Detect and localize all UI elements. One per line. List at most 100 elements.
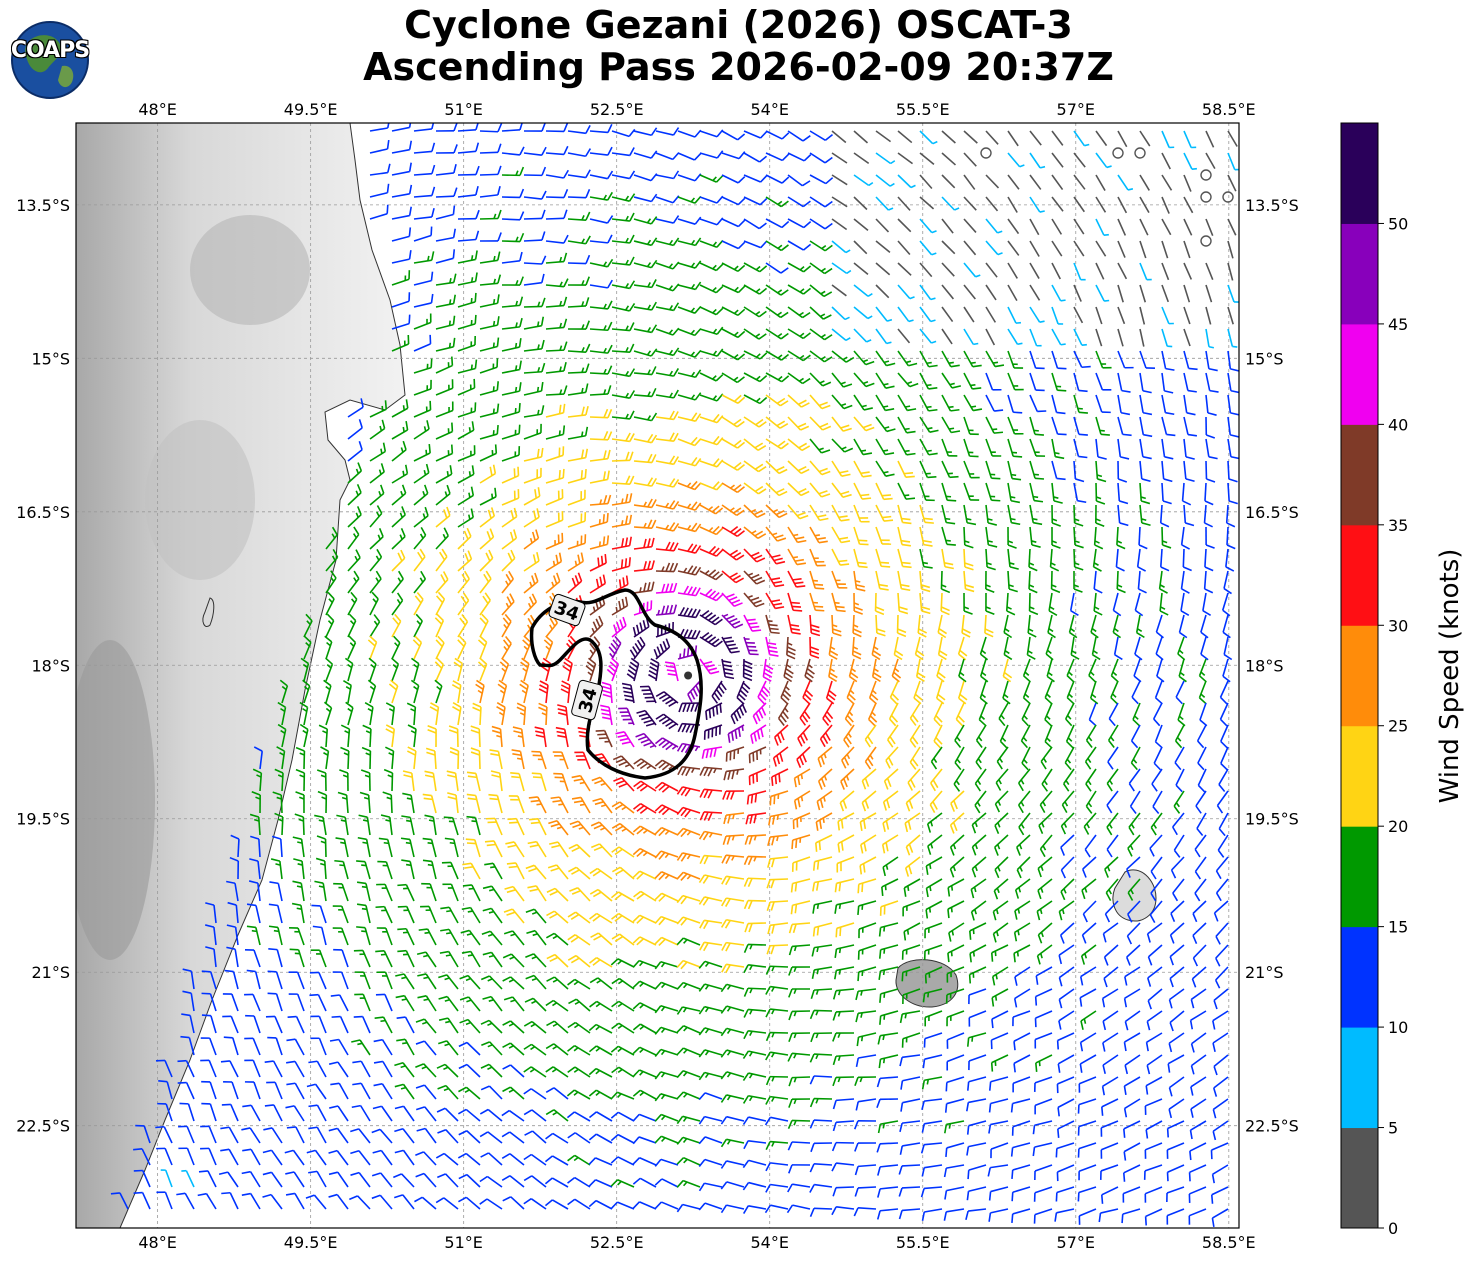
wind-barb — [567, 572, 583, 594]
wind-barb — [940, 592, 950, 616]
wind-barb — [479, 487, 497, 506]
wind-barb — [567, 254, 591, 265]
wind-barb — [1048, 592, 1058, 616]
wind-barb — [677, 585, 701, 597]
wind-barb — [501, 317, 523, 330]
wind-barb — [633, 453, 657, 464]
wind-barb — [1007, 504, 1021, 526]
wind-barb — [1204, 548, 1214, 572]
wind-barb — [721, 262, 746, 273]
wind-barb — [391, 399, 409, 418]
wind-barb — [479, 425, 499, 440]
wind-barb — [831, 548, 850, 566]
wind-barb — [1117, 416, 1132, 437]
wind-barb — [1161, 438, 1174, 460]
wind-barb — [589, 449, 611, 462]
wind-barb — [1073, 174, 1086, 190]
wind-barb — [875, 416, 896, 433]
wind-barb — [479, 209, 502, 220]
wind-barb — [875, 372, 895, 389]
wind-barb — [391, 292, 411, 308]
wind-barb — [1183, 504, 1195, 527]
wind-barb — [1205, 416, 1216, 439]
wind-barb — [523, 551, 540, 572]
lake-outline — [202, 597, 215, 627]
wind-barb — [721, 525, 745, 537]
wind-barb — [347, 419, 363, 440]
wind-barb — [391, 592, 404, 616]
colorbar-bin — [1341, 424, 1378, 526]
wind-barb — [589, 408, 613, 419]
terrain-shade — [145, 420, 255, 580]
wind-barb — [1117, 174, 1134, 191]
wind-barb — [743, 548, 766, 563]
wind-barb — [919, 482, 935, 502]
wind-barb — [787, 130, 811, 142]
wind-barb — [391, 250, 412, 264]
wind-barb — [1117, 240, 1126, 258]
wind-barb — [699, 393, 724, 402]
wind-barb — [1007, 284, 1018, 302]
wind-barb — [501, 382, 522, 396]
lon-ticks-top: 48°E 49.5°E 51°E 52.5°E 54°E 55.5°E 57°E 58.5°E — [138, 100, 1255, 119]
wind-barb — [413, 358, 433, 374]
wind-barb — [1095, 460, 1107, 483]
wind-barb — [413, 207, 435, 220]
wind-barb — [1205, 328, 1215, 349]
wind-barb — [721, 240, 746, 250]
wind-barb — [787, 526, 807, 544]
wind-barb — [611, 280, 636, 290]
wind-barb — [897, 372, 919, 388]
wind-barb — [413, 400, 432, 418]
wind-barb — [1138, 526, 1148, 550]
wind-barb — [611, 256, 635, 266]
madagascar-land — [76, 123, 406, 1228]
wind-barb — [1139, 328, 1145, 347]
wind-barb — [677, 522, 702, 533]
wind-barb — [1183, 350, 1198, 371]
wind-barb — [1183, 240, 1191, 259]
wind-barb — [391, 549, 406, 572]
wind-barb — [721, 174, 746, 184]
wind-barb — [655, 541, 679, 552]
wind-barb — [1051, 262, 1061, 280]
wind-barb — [589, 494, 612, 506]
wind-barb — [545, 169, 569, 179]
wind-barb — [1139, 350, 1155, 369]
wind-barb — [743, 394, 768, 405]
wind-barb — [523, 339, 545, 352]
wind-barb — [567, 363, 590, 374]
wind-barb — [413, 251, 435, 264]
colorbar-tick-label: 20 — [1388, 817, 1408, 836]
wind-barb — [1205, 130, 1215, 148]
wind-barb — [589, 574, 607, 594]
wind-barb — [919, 504, 934, 524]
wind-barb — [765, 240, 789, 252]
wind-barb — [1073, 262, 1086, 281]
wind-barb — [787, 614, 801, 635]
wind-barb — [1183, 372, 1197, 393]
wind-barb — [479, 337, 500, 352]
wind-barb — [391, 440, 407, 462]
wind-barb — [809, 218, 833, 230]
wind-barb — [1051, 460, 1066, 481]
wind-barb — [1205, 372, 1219, 393]
wind-barb — [1227, 218, 1237, 236]
wind-barb — [765, 174, 790, 184]
wind-barb — [413, 463, 430, 484]
wind-barb — [1073, 438, 1088, 459]
colorbar-tick-label: 35 — [1388, 516, 1408, 535]
wind-barb — [1117, 218, 1127, 236]
wind-barb — [853, 504, 870, 523]
wind-barb — [567, 489, 586, 506]
wind-barb — [655, 327, 680, 336]
wind-barb — [523, 529, 540, 550]
wind-barb — [501, 529, 518, 550]
wind-barb — [853, 526, 869, 546]
lon-tick-label: 51°E — [444, 100, 482, 119]
wind-barb — [919, 394, 938, 412]
wind-barb — [809, 592, 825, 612]
wind-barb — [985, 350, 1005, 368]
wind-barb — [369, 570, 382, 594]
wind-barb — [391, 123, 412, 132]
